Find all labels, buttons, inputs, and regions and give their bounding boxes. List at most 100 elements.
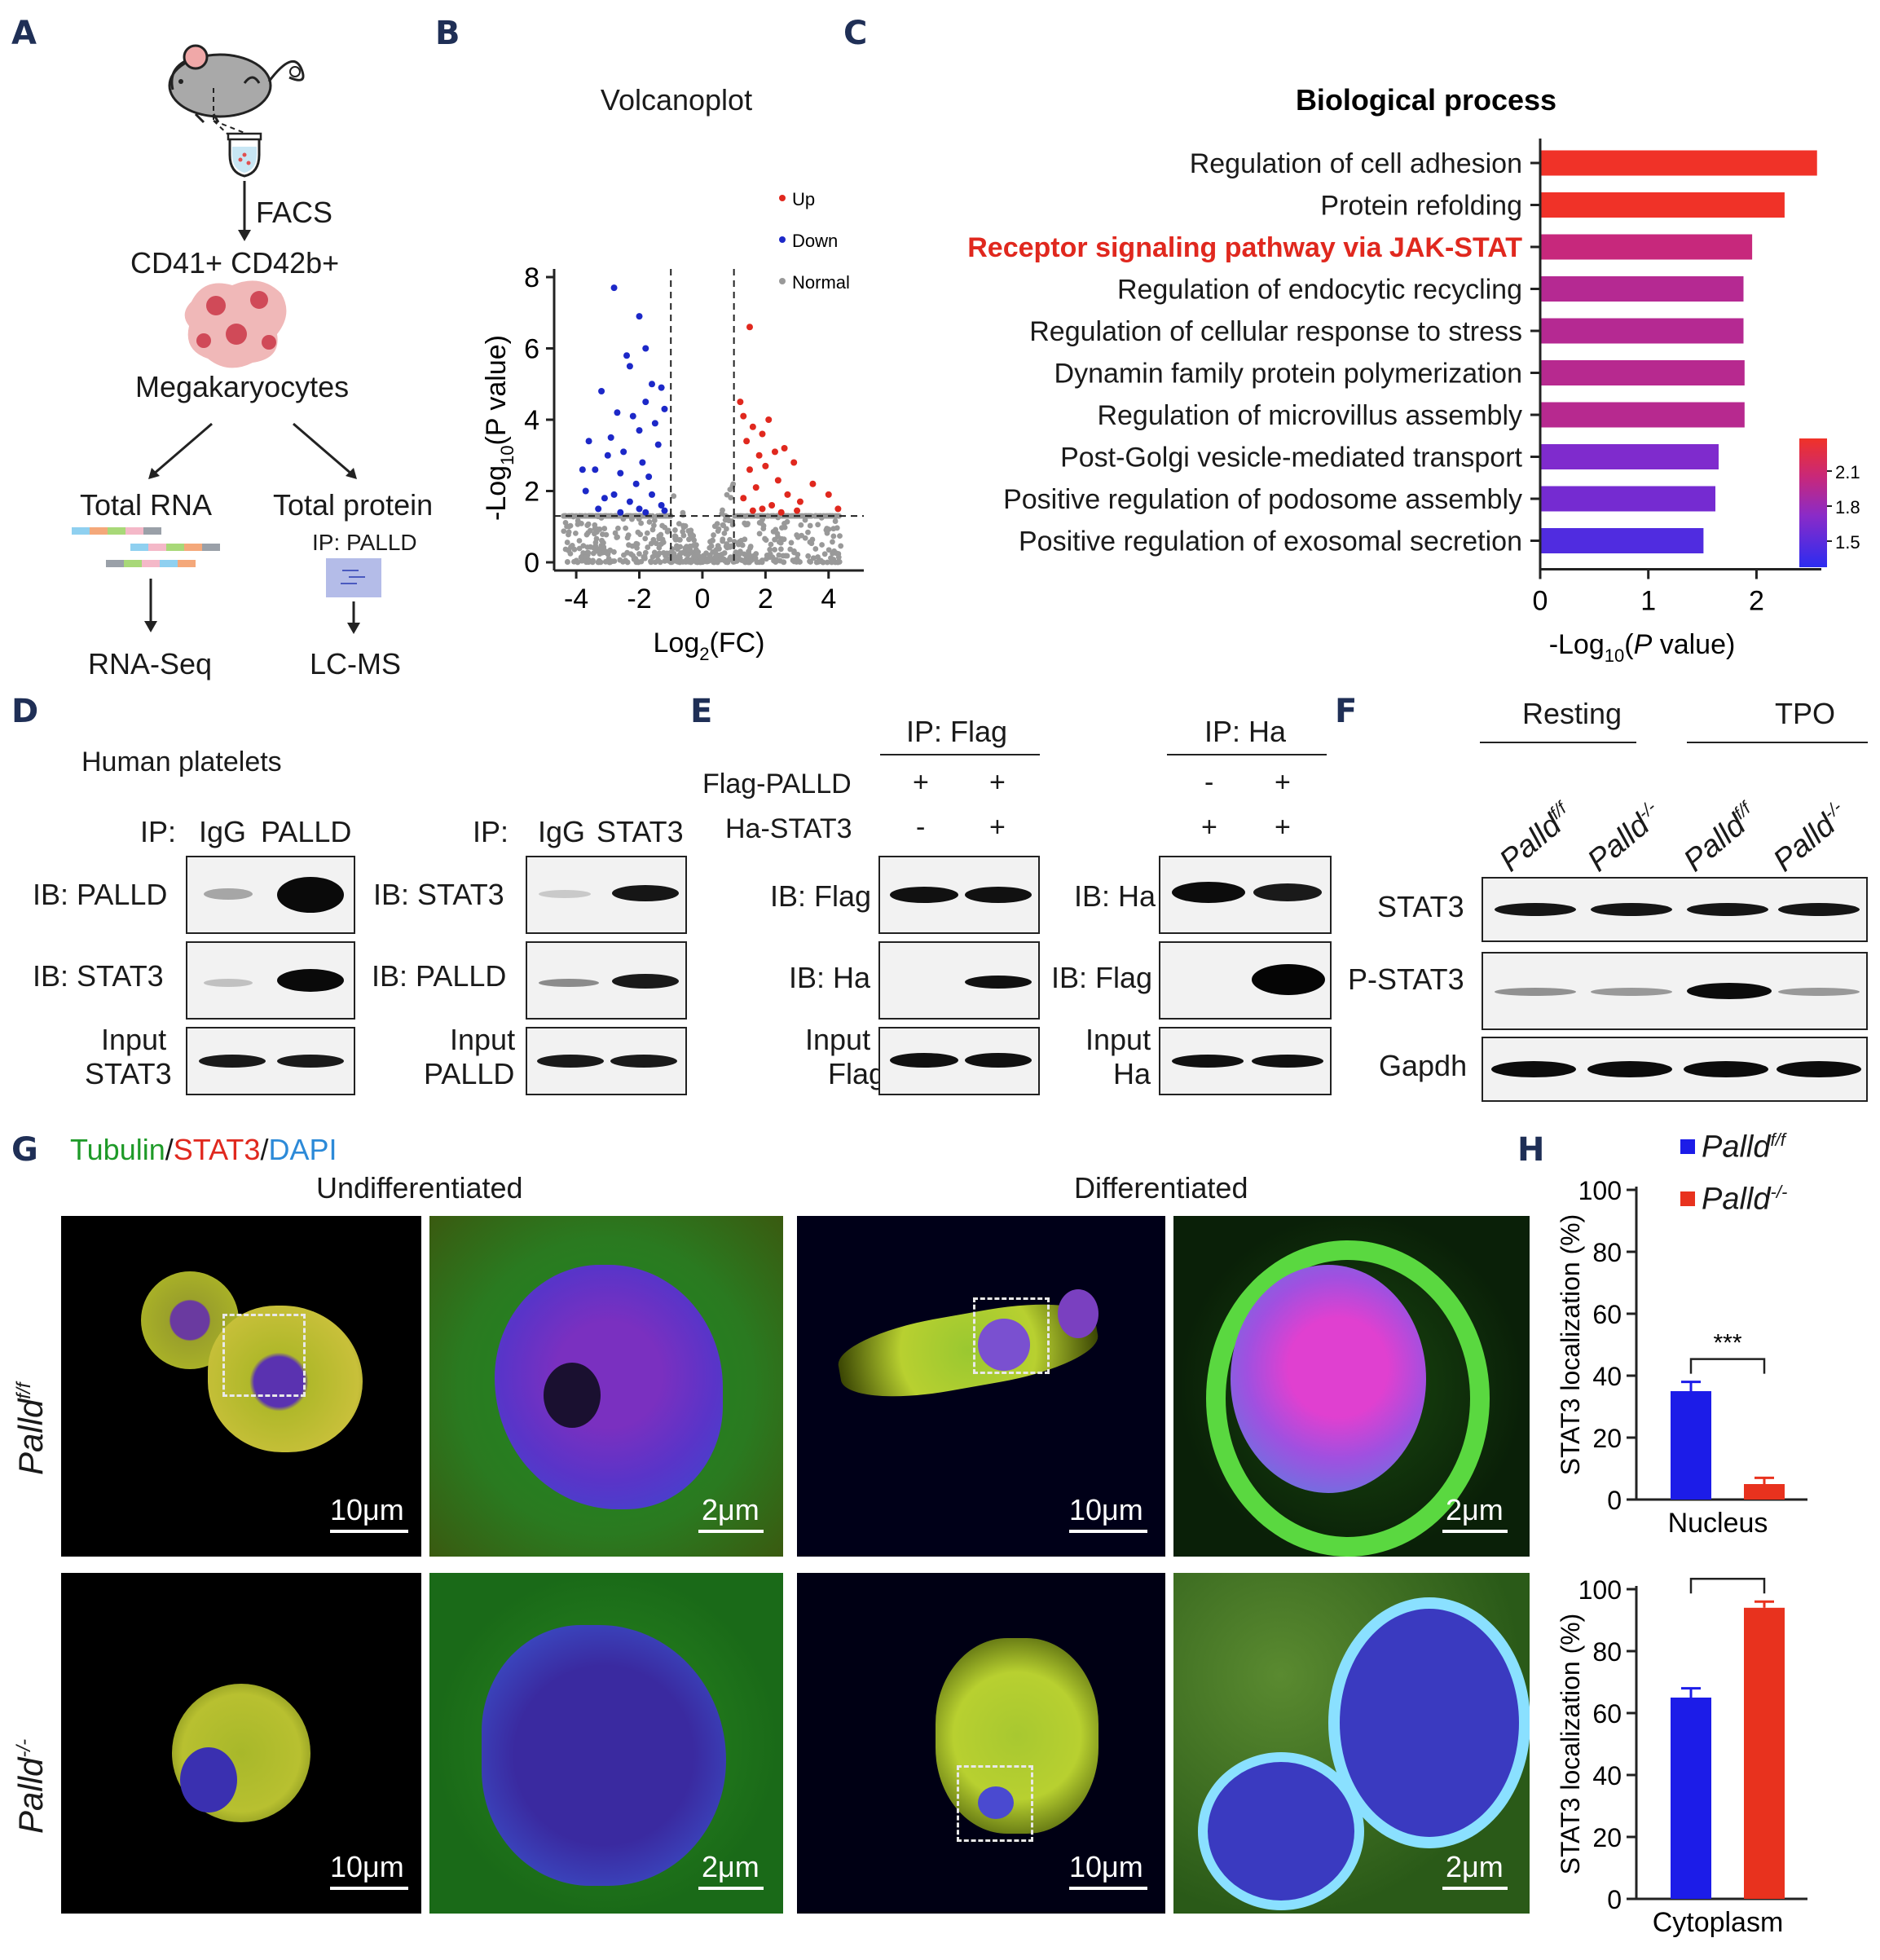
down-point	[658, 502, 665, 509]
go-x-tick-label: 0	[1533, 586, 1548, 617]
normal-point	[586, 557, 592, 563]
normal-point	[727, 536, 733, 543]
h-sig-label: ***	[1713, 1573, 1741, 1576]
normal-point	[680, 524, 687, 531]
legend-ff-swatch	[1680, 1139, 1695, 1154]
normal-point	[759, 557, 765, 563]
total-protein-label: Total protein	[273, 488, 434, 522]
down-point	[661, 405, 668, 412]
scalebar-4: 2μm	[1446, 1493, 1504, 1526]
blot-d-palld-ip	[526, 941, 687, 1020]
up-point	[794, 507, 801, 514]
e-input-label-2: Input	[1085, 1023, 1151, 1056]
down-point	[592, 466, 599, 473]
normal-point	[601, 540, 606, 546]
go-category-label: Positive regulation of podosome assembly	[1003, 484, 1522, 515]
d-igg-label-1: IgG	[199, 815, 247, 848]
normal-point	[768, 541, 774, 548]
normal-point	[635, 559, 641, 566]
normal-point	[646, 519, 653, 525]
normal-point	[648, 540, 654, 547]
d-ib-stat3-label-2: IB: STAT3	[373, 878, 504, 911]
cbar-tick-3: 1.5	[1835, 532, 1860, 553]
normal-point	[728, 554, 733, 561]
e-sign-7: +	[1201, 812, 1217, 843]
normal-point	[611, 548, 617, 555]
normal-point	[834, 559, 841, 566]
volcano-y-tick-label: 8	[524, 262, 539, 293]
normal-point	[720, 507, 725, 513]
nucleus-bar-chart: 0 20 40 60 80 100 STAT3 localization (%) *** Nuc…	[1556, 1176, 1807, 1539]
blot-d-input-palld	[526, 1027, 687, 1095]
normal-point	[651, 518, 658, 524]
normal-point	[592, 531, 597, 537]
normal-point	[747, 544, 754, 549]
e-ib-flag-label-2: IB: Flag	[1051, 961, 1153, 994]
normal-point	[653, 540, 659, 547]
normal-point	[614, 525, 621, 531]
go-category-label: Regulation of microvillus assembly	[1097, 400, 1522, 431]
go-category-label: Regulation of cell adhesion	[1190, 148, 1522, 179]
normal-point	[731, 539, 737, 544]
normal-point	[823, 513, 829, 519]
volcano-x-tick-label: 0	[694, 584, 710, 614]
rnaseq-label: RNA-Seq	[88, 647, 213, 680]
f-lane-4-label: Palld-/-	[1767, 796, 1846, 879]
f-tpo-label: TPO	[1775, 697, 1836, 730]
go-xlabel: -Log10(P value)	[1549, 629, 1736, 666]
scalebar-6: 2μm	[702, 1850, 759, 1883]
d-ip-label-1: IP:	[140, 815, 177, 848]
down-point	[636, 505, 643, 513]
volcano-title: Volcanoplot	[601, 83, 752, 117]
blot-e-flag	[878, 856, 1040, 934]
h-y-tick-label: 40	[1592, 1761, 1622, 1790]
g-row-label-ko: Palld-/-	[11, 1738, 50, 1834]
go-bar	[1540, 192, 1785, 218]
normal-point	[838, 543, 844, 549]
g-undiff-label: Undifferentiated	[316, 1171, 523, 1205]
blot-e-input-flag	[878, 1027, 1040, 1095]
normal-point	[821, 551, 828, 557]
normal-point	[728, 495, 734, 500]
h-y-tick-label: 20	[1592, 1823, 1622, 1852]
d-ib-palld-label: IB: PALLD	[33, 878, 168, 911]
go-category-label: Receptor signaling pathway via JAK-STAT	[967, 232, 1522, 263]
normal-point	[730, 559, 737, 565]
micrograph-ko-undiff-zoom: 2μm	[429, 1573, 783, 1914]
panel-label-e: E	[690, 693, 713, 730]
normal-point	[773, 559, 779, 566]
normal-point	[774, 531, 781, 537]
normal-point	[760, 526, 767, 531]
normal-point	[799, 532, 804, 539]
normal-point	[685, 547, 691, 553]
e-ip-ha-label: IP: Ha	[1204, 715, 1287, 748]
e-sign-5: -	[1204, 767, 1214, 798]
normal-point	[575, 559, 581, 566]
up-point	[746, 324, 753, 331]
normal-point	[575, 521, 581, 527]
normal-point	[572, 513, 579, 519]
lcms-label: LC-MS	[310, 647, 402, 680]
normal-point	[837, 533, 843, 540]
h-y-tick-label: 80	[1592, 1238, 1622, 1267]
down-point	[610, 491, 618, 498]
blot-f-stat3	[1482, 877, 1868, 942]
up-point	[774, 477, 781, 484]
e-ib-flag-label: IB: Flag	[770, 879, 872, 913]
up-point	[737, 399, 744, 406]
normal-point	[656, 544, 663, 551]
normal-point	[674, 546, 680, 553]
down-point	[629, 412, 636, 420]
normal-point	[777, 557, 783, 564]
normal-point	[650, 522, 657, 529]
normal-point	[685, 551, 692, 557]
cytoplasm-bar-chart: 0 20 40 60 80 100 STAT3 localization (%) *** Cyt…	[1556, 1573, 1807, 1938]
e-ip-flag-label: IP: Flag	[906, 715, 1008, 748]
h-y-tick-label: 0	[1607, 1885, 1622, 1914]
scalebar-7: 10μm	[1069, 1850, 1143, 1883]
normal-point	[772, 536, 778, 543]
micrograph-ko-undiff-overview: 10μm	[61, 1573, 421, 1914]
megakaryocyte-icon	[184, 280, 287, 368]
normal-point	[592, 543, 599, 549]
